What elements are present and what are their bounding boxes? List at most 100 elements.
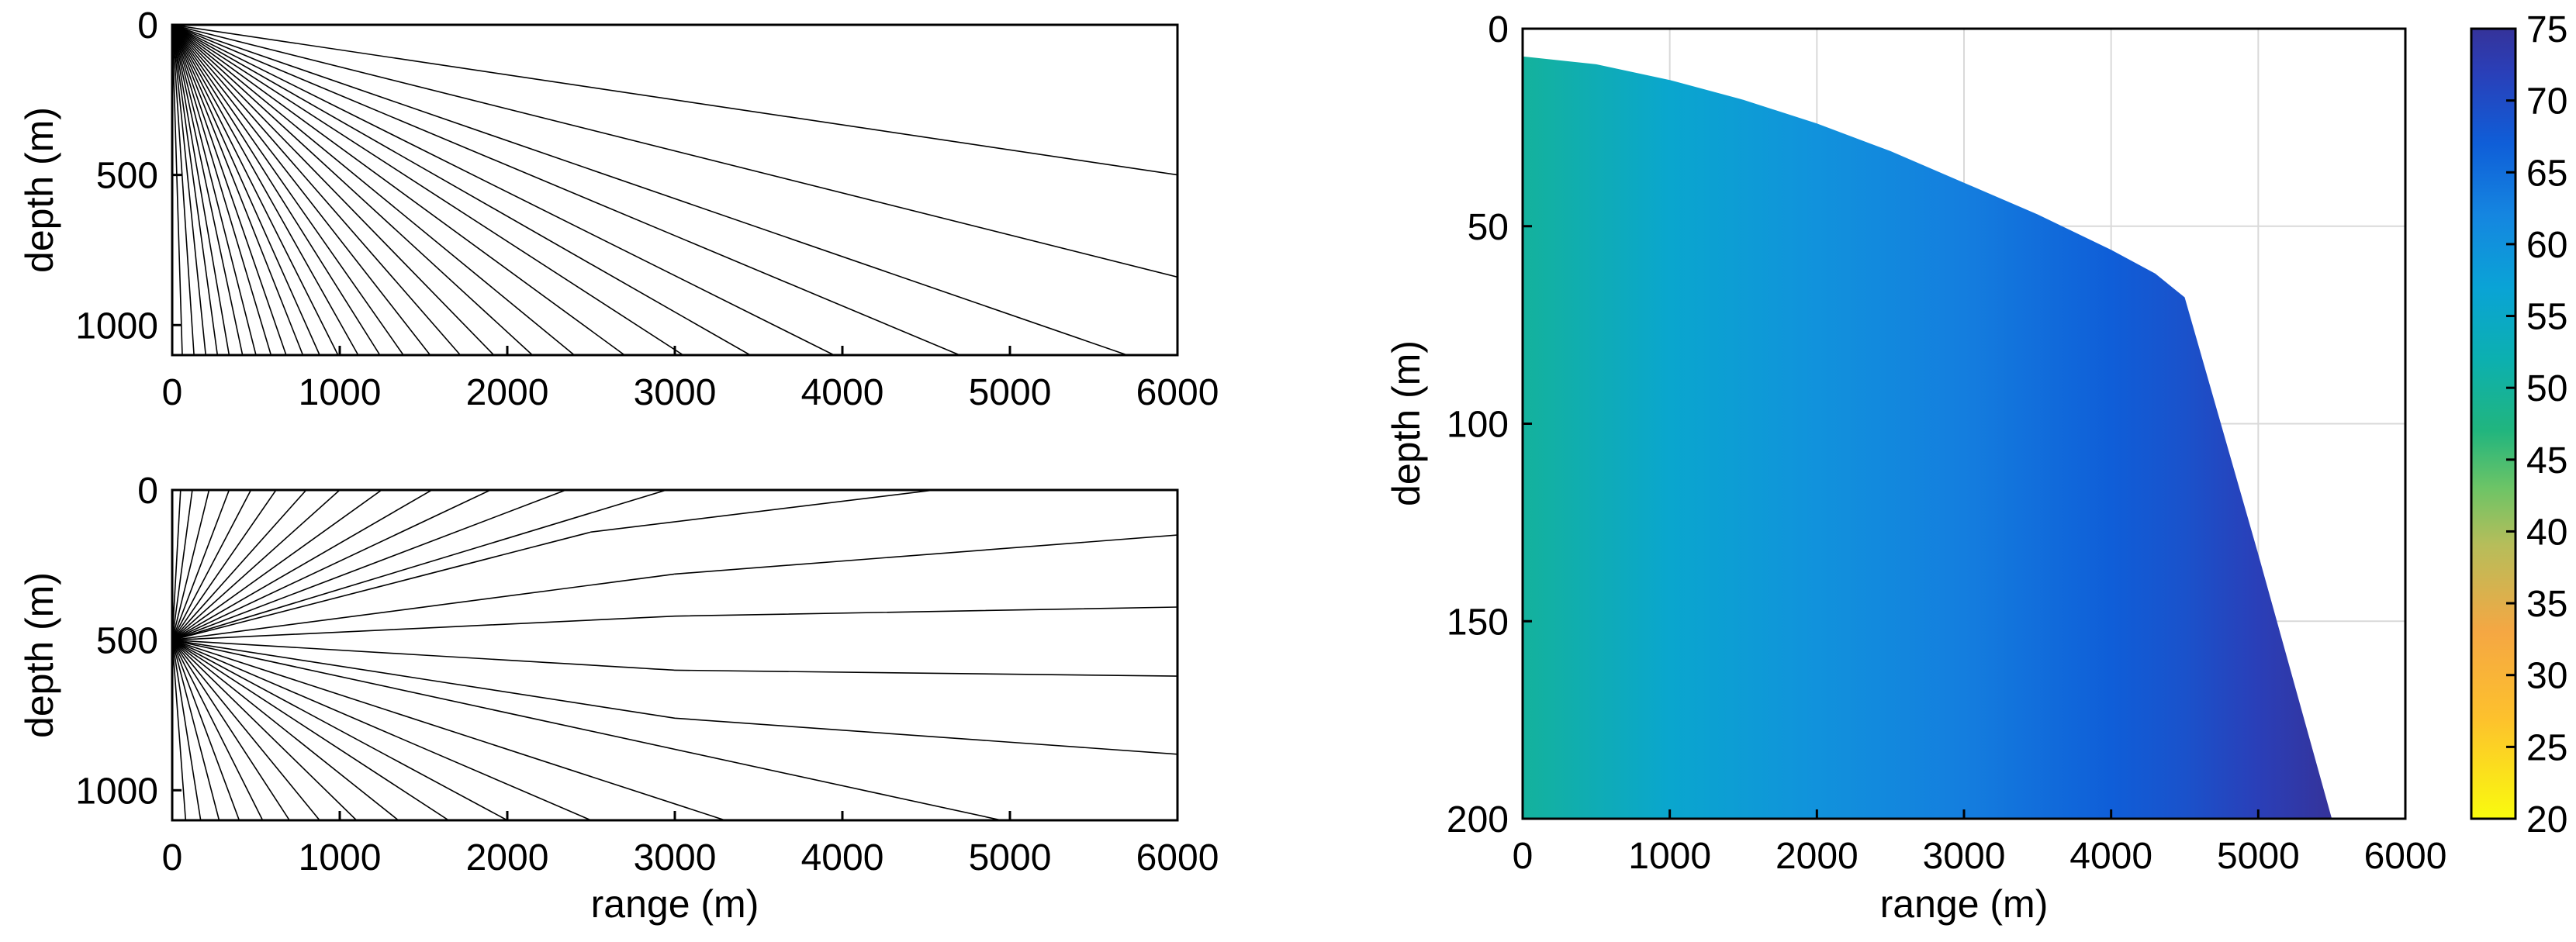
ray-line: [172, 25, 244, 355]
ray-line: [172, 640, 202, 820]
plot-frame: [171, 488, 1179, 822]
x-tick-label: 4000: [2069, 836, 2152, 877]
ray-line: [172, 25, 431, 355]
x-tick-label: 6000: [1136, 372, 1219, 413]
y-tick-label: 0: [137, 5, 158, 47]
ray-line: [172, 534, 1177, 641]
range-depth-heatmap: 0 1000 2000 3000 4000 5000 6000 0 50 100 150 200 d…: [1385, 9, 2446, 926]
y-tick-label: 0: [137, 471, 158, 512]
x-tick-label: 0: [162, 372, 183, 413]
ray-line: [172, 639, 592, 820]
x-tick-label: 2000: [1776, 836, 1859, 877]
ray-line: [172, 25, 533, 355]
x-tick-label: 6000: [1136, 837, 1219, 878]
colorbar-tick-label: 70: [2526, 81, 2567, 122]
ray-line: [172, 25, 684, 355]
colorbar-tick-label: 65: [2526, 153, 2567, 194]
ray-line: [172, 25, 404, 355]
colorbar-tick-label: 20: [2526, 799, 2567, 840]
y-tick-label: 0: [1488, 9, 1509, 50]
ray-line: [172, 639, 1002, 820]
x-tick-label: 6000: [2364, 836, 2447, 877]
x-tick-label: 0: [1513, 836, 1533, 877]
ray-traces: [172, 490, 1177, 820]
x-tick-label: 3000: [634, 372, 717, 413]
x-tick-label: 4000: [801, 372, 884, 413]
ray-line: [172, 25, 339, 355]
y-tick-label: 500: [96, 621, 158, 662]
ray-line: [172, 490, 277, 641]
ray-line: [172, 25, 495, 355]
ray-line: [172, 25, 751, 355]
ray-line: [172, 639, 1177, 755]
x-tick-labels: 0 1000 2000 3000 4000 5000 6000: [162, 346, 1219, 413]
ray-line: [172, 25, 230, 355]
x-tick-label: 3000: [1923, 836, 2006, 877]
ray-line: [172, 490, 341, 641]
y-tick-label: 1000: [75, 305, 158, 347]
ray-line: [172, 639, 449, 820]
ray-line: [172, 25, 304, 355]
x-axis-label: range (m): [591, 882, 759, 926]
y-tick-labels: 0 500 1000: [75, 471, 182, 812]
y-axis-label: depth (m): [18, 572, 61, 738]
x-tick-label: 1000: [299, 837, 382, 878]
y-tick-label: 1000: [75, 771, 158, 812]
ray-line: [172, 639, 1177, 677]
x-tick-label: 3000: [634, 837, 717, 878]
ray-line: [172, 640, 187, 820]
x-tick-labels: 0 1000 2000 3000 4000 5000 6000: [162, 811, 1219, 878]
x-tick-labels: 0 1000 2000 3000 4000 5000 6000: [1513, 809, 2447, 877]
x-tick-label: 2000: [466, 837, 549, 878]
ray-line: [172, 640, 240, 820]
ray-line: [172, 25, 272, 355]
ray-line: [172, 490, 1177, 641]
ray-line: [172, 639, 726, 820]
colorbar-tick-label: 35: [2526, 584, 2567, 625]
ray-line: [172, 640, 320, 820]
ray-line: [172, 639, 508, 820]
ray-line: [172, 490, 193, 640]
colorbar: 20 25 30 35 40 45 50 55 60 65 70 75: [2470, 9, 2567, 840]
colorbar-tick-label: 50: [2526, 368, 2567, 409]
ray-line: [172, 639, 399, 820]
ray-line: [172, 25, 320, 355]
ray-line: [172, 25, 1177, 278]
ray-line: [172, 25, 219, 355]
x-axis-label: range (m): [1880, 882, 2049, 926]
ray-line: [172, 640, 358, 820]
ray-line: [172, 25, 960, 355]
y-axis-label: depth (m): [1385, 340, 1428, 506]
colorbar-tick-labels: 20 25 30 35 40 45 50 55 60 65 70 75: [2506, 9, 2567, 840]
y-tick-label: 200: [1447, 799, 1509, 840]
ray-line: [172, 490, 433, 641]
x-tick-label: 1000: [1628, 836, 1711, 877]
ray-line: [172, 25, 625, 355]
x-tick-label: 1000: [299, 372, 382, 413]
colorbar-tick-label: 60: [2526, 225, 2567, 266]
ray-line: [172, 490, 307, 641]
ray-line: [172, 25, 195, 355]
colorbar-tick-label: 55: [2526, 297, 2567, 338]
x-tick-label: 5000: [2217, 836, 2300, 877]
ray-traces: [172, 25, 1177, 355]
ray-line: [172, 25, 1177, 176]
colorbar-gradient: [2470, 27, 2517, 820]
ray-line: [172, 490, 182, 640]
ray-line: [172, 490, 566, 641]
ray-line: [172, 25, 206, 355]
colorbar-tick-label: 25: [2526, 727, 2567, 768]
plot-frame: [171, 23, 1179, 357]
ray-line: [172, 490, 210, 640]
ray-line: [172, 25, 183, 355]
y-tick-label: 50: [1468, 207, 1509, 248]
ray-line: [172, 490, 230, 640]
ray-line: [172, 640, 220, 820]
ray-line: [172, 606, 1177, 641]
ray-line: [172, 490, 667, 641]
ray-line: [172, 25, 381, 355]
ray-line: [172, 25, 1128, 355]
